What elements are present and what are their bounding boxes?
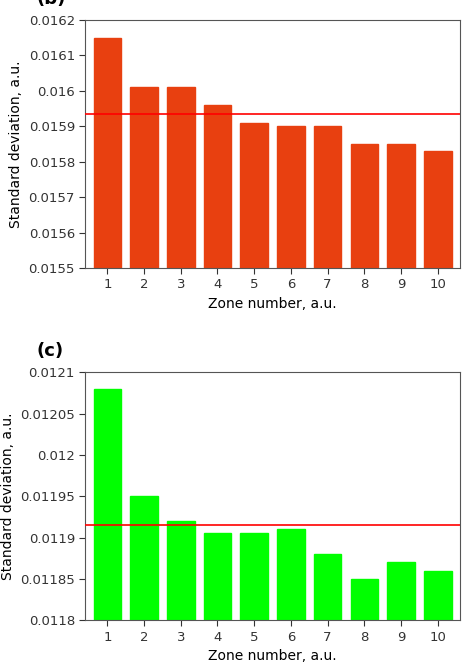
X-axis label: Zone number, a.u.: Zone number, a.u.: [208, 649, 337, 663]
X-axis label: Zone number, a.u.: Zone number, a.u.: [208, 297, 337, 311]
Y-axis label: Standard deviation, a.u.: Standard deviation, a.u.: [9, 60, 23, 228]
Bar: [167, 521, 194, 667]
Bar: [277, 126, 305, 667]
Bar: [351, 579, 378, 667]
Bar: [167, 87, 194, 667]
Bar: [314, 126, 341, 667]
Bar: [351, 144, 378, 667]
Bar: [240, 123, 268, 667]
Bar: [93, 389, 121, 667]
Bar: [240, 534, 268, 667]
Bar: [387, 144, 415, 667]
Text: (b): (b): [36, 0, 66, 7]
Bar: [424, 571, 452, 667]
Bar: [130, 87, 158, 667]
Text: (c): (c): [36, 342, 64, 360]
Bar: [130, 496, 158, 667]
Bar: [204, 534, 231, 667]
Bar: [424, 151, 452, 667]
Bar: [387, 562, 415, 667]
Bar: [277, 530, 305, 667]
Bar: [204, 105, 231, 667]
Bar: [93, 38, 121, 667]
Bar: [314, 554, 341, 667]
Y-axis label: Standard deviation, a.u.: Standard deviation, a.u.: [0, 412, 15, 580]
